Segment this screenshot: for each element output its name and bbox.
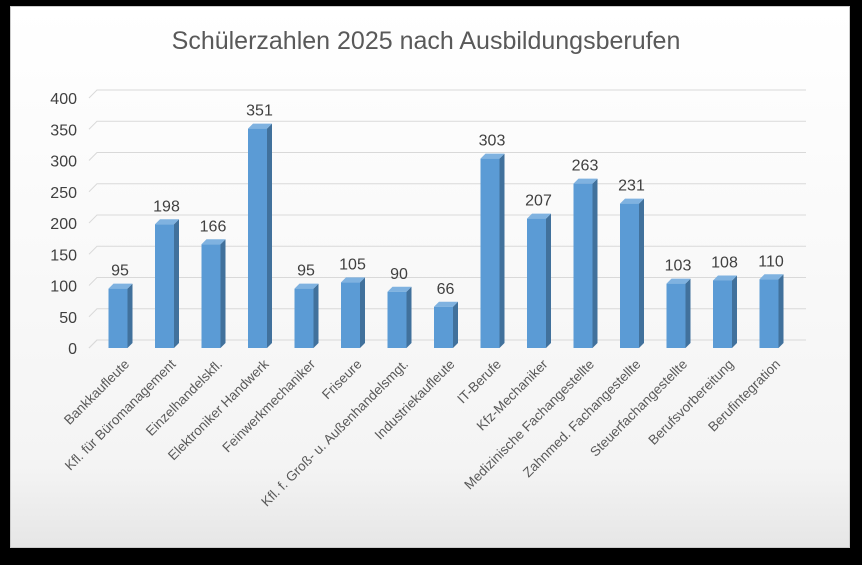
bar-top bbox=[759, 274, 784, 280]
y-tick-label: 400 bbox=[50, 91, 77, 108]
bar-chart: Schülerzahlen 2025 nach Ausbildungsberuf… bbox=[50, 27, 806, 509]
data-label: 66 bbox=[437, 281, 455, 298]
x-tick-label: Industriekaufleute bbox=[372, 357, 458, 443]
data-label: 198 bbox=[153, 198, 180, 215]
bar-top bbox=[201, 239, 226, 245]
data-label: 95 bbox=[111, 263, 129, 280]
data-label: 263 bbox=[572, 158, 599, 175]
bar-top bbox=[713, 275, 737, 281]
bar bbox=[713, 280, 732, 348]
chart-panel: Schülerzahlen 2025 nach Ausbildungsberuf… bbox=[10, 6, 850, 548]
bar bbox=[155, 224, 174, 348]
bar-side bbox=[592, 178, 598, 348]
chart-title: Schülerzahlen 2025 nach Ausbildungsberuf… bbox=[172, 27, 681, 55]
y-tick-label: 100 bbox=[50, 279, 77, 296]
bar bbox=[341, 282, 360, 348]
bar-top bbox=[480, 153, 505, 159]
bar bbox=[666, 283, 686, 348]
y-tick-label: 0 bbox=[68, 341, 77, 358]
bar-top bbox=[527, 213, 551, 219]
bar-top bbox=[155, 219, 179, 225]
bar-top bbox=[387, 286, 412, 292]
bar bbox=[759, 279, 779, 348]
data-label: 231 bbox=[618, 178, 645, 195]
data-label: 303 bbox=[479, 133, 506, 150]
y-tick-label: 300 bbox=[50, 154, 77, 171]
data-label: 166 bbox=[200, 218, 227, 235]
data-label: 90 bbox=[390, 266, 408, 283]
bar bbox=[387, 291, 407, 348]
gridline bbox=[88, 120, 806, 130]
bar-top bbox=[573, 178, 598, 184]
bar-side bbox=[360, 277, 365, 348]
data-label: 351 bbox=[246, 103, 273, 120]
bar-side bbox=[685, 278, 691, 348]
bar-top bbox=[620, 198, 644, 204]
bar bbox=[201, 244, 221, 348]
bar bbox=[294, 288, 314, 348]
bar-side bbox=[267, 123, 272, 348]
data-label: 103 bbox=[665, 258, 692, 275]
bar-top bbox=[341, 277, 365, 283]
y-tick-label: 50 bbox=[59, 310, 77, 327]
y-tick-label: 250 bbox=[50, 185, 77, 202]
bar bbox=[527, 218, 546, 348]
bar-side bbox=[546, 213, 551, 348]
bar-top bbox=[666, 278, 691, 284]
bar-top bbox=[434, 301, 458, 307]
bar-side bbox=[313, 283, 319, 348]
x-tick-label: Feinwerkmechaniker bbox=[219, 356, 318, 455]
bar bbox=[620, 203, 639, 348]
bar-side bbox=[127, 283, 133, 348]
bar-side bbox=[406, 286, 412, 348]
gridline bbox=[88, 89, 806, 99]
data-label: 110 bbox=[758, 253, 784, 270]
gridline bbox=[88, 245, 806, 255]
data-label: 95 bbox=[297, 263, 315, 280]
y-tick-label: 150 bbox=[50, 247, 77, 264]
bar-top bbox=[108, 283, 133, 289]
bar-side bbox=[499, 153, 505, 348]
bar-side bbox=[453, 301, 458, 348]
y-tick-label: 200 bbox=[50, 216, 77, 233]
bar-side bbox=[220, 239, 226, 348]
gridline bbox=[88, 183, 806, 193]
gridline bbox=[88, 214, 806, 224]
data-label: 207 bbox=[525, 193, 552, 210]
gridline bbox=[88, 152, 806, 161]
x-tick-label: Berufsvorbereitung bbox=[645, 357, 736, 448]
data-label: 105 bbox=[339, 256, 366, 273]
bar-side bbox=[639, 198, 644, 348]
gridline bbox=[88, 277, 806, 286]
data-label: 108 bbox=[711, 255, 738, 272]
bar bbox=[434, 306, 453, 348]
bar bbox=[248, 128, 267, 348]
bar-side bbox=[174, 219, 179, 348]
bar bbox=[108, 288, 128, 348]
x-tick-label: Friseure bbox=[319, 357, 365, 403]
gridline bbox=[88, 308, 806, 318]
bar bbox=[480, 158, 500, 348]
bar-top bbox=[294, 283, 319, 289]
y-tick-label: 350 bbox=[50, 122, 77, 139]
gridline bbox=[88, 339, 806, 349]
bar bbox=[573, 183, 593, 348]
bar-top bbox=[248, 123, 272, 129]
bar-side bbox=[778, 274, 784, 348]
bar-side bbox=[732, 275, 737, 348]
